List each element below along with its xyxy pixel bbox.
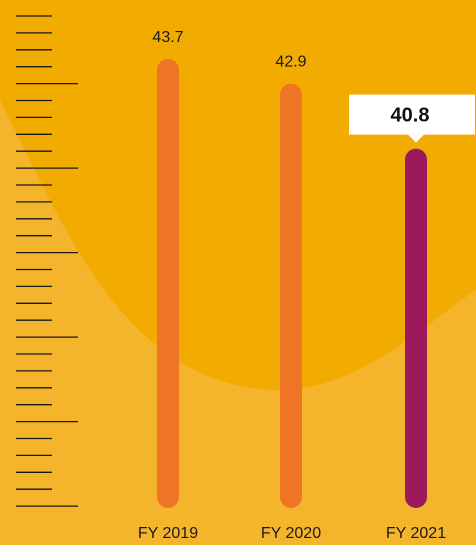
category-label: FY 2020 xyxy=(261,525,321,542)
value-label: 43.7 xyxy=(152,29,183,46)
category-label: FY 2021 xyxy=(386,525,446,542)
value-label: 40.8 xyxy=(391,105,430,127)
bars-group xyxy=(157,59,427,508)
ruler-scale xyxy=(16,15,78,507)
value-label: 42.9 xyxy=(275,54,306,71)
highlight-callout-box xyxy=(349,94,475,135)
category-label: FY 2019 xyxy=(138,525,198,542)
labels-group: 43.7 FY 2019 42.9 FY 2020 40.8 FY 2021 xyxy=(138,29,475,542)
highlight-callout-pointer xyxy=(408,134,424,143)
